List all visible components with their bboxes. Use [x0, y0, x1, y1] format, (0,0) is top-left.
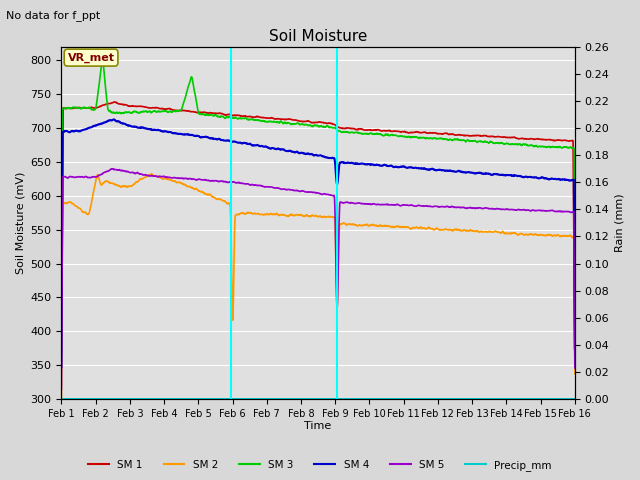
- Title: Soil Moisture: Soil Moisture: [269, 29, 367, 44]
- Y-axis label: Soil Moisture (mV): Soil Moisture (mV): [15, 172, 25, 274]
- X-axis label: Time: Time: [305, 421, 332, 432]
- Y-axis label: Rain (mm): Rain (mm): [615, 193, 625, 252]
- Legend: SM 1, SM 2, SM 3, SM 4, SM 5, Precip_mm: SM 1, SM 2, SM 3, SM 4, SM 5, Precip_mm: [84, 456, 556, 475]
- Text: No data for f_ppt: No data for f_ppt: [6, 10, 100, 21]
- Text: VR_met: VR_met: [68, 52, 115, 63]
